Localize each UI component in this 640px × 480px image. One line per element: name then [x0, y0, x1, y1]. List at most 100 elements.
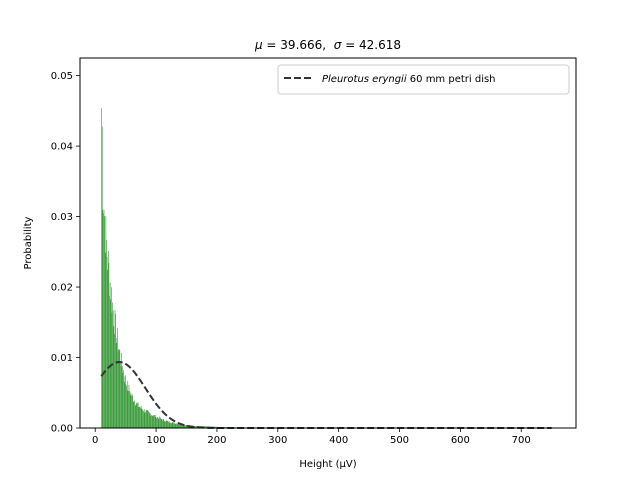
histogram-bar	[215, 426, 217, 428]
histogram-bar	[183, 425, 185, 428]
histogram-bar	[182, 424, 184, 428]
histogram-bar	[135, 405, 136, 428]
histogram-bar	[127, 381, 129, 428]
histogram-bar	[109, 282, 111, 428]
histogram-bar	[121, 352, 122, 428]
histogram-bar	[116, 337, 118, 428]
histogram-bar	[134, 400, 135, 428]
histogram-bar	[170, 422, 172, 428]
histogram-bar	[173, 422, 174, 428]
histogram-bar	[171, 423, 172, 428]
title-sigma-value: = 42.618	[341, 38, 401, 52]
histogram-bar	[133, 401, 135, 428]
y-axis-label: Probability	[23, 216, 34, 269]
histogram-bar	[167, 420, 168, 428]
histogram-bar	[176, 424, 178, 428]
x-tick-label: 100	[147, 435, 166, 446]
histogram-bar	[177, 424, 179, 428]
histogram-bar	[118, 349, 120, 428]
histogram-bar	[112, 310, 114, 428]
plot-frame	[79, 57, 577, 429]
histogram-bar	[185, 425, 186, 428]
histogram-bar	[205, 426, 206, 428]
histogram-bar	[102, 209, 104, 428]
histogram-bar	[130, 392, 132, 428]
histogram-bar	[152, 416, 154, 428]
histogram-bar	[132, 395, 133, 428]
histogram-bar	[156, 418, 157, 428]
title-mu-value: = 39.666,	[263, 38, 334, 52]
histogram-bar	[103, 213, 104, 428]
histogram-bar	[120, 361, 121, 428]
histogram-bar	[181, 425, 182, 428]
histogram-bar	[169, 422, 171, 428]
histogram-bar	[196, 426, 198, 428]
histogram-bar	[123, 376, 125, 428]
histogram-bar	[121, 366, 123, 428]
histogram-bar	[184, 425, 186, 428]
histogram-bar	[106, 256, 108, 428]
histogram-bar	[129, 394, 131, 428]
histogram-bar	[181, 424, 183, 428]
histogram-bar	[164, 421, 166, 428]
histogram-bar	[171, 422, 173, 428]
histogram-bar	[167, 420, 169, 428]
histogram-bar	[157, 417, 159, 428]
x-tick-label: 700	[512, 435, 531, 446]
histogram-bar	[175, 423, 177, 428]
histogram-bar	[117, 327, 118, 428]
histogram-bar	[114, 309, 116, 428]
histogram-bar	[101, 126, 103, 428]
y-tick-label: 0.01	[51, 353, 73, 364]
histogram-bar	[122, 372, 124, 428]
histogram-bar	[195, 425, 197, 428]
histogram-bar	[140, 407, 141, 428]
histogram-bar	[204, 426, 206, 428]
y-tick-label: 0.05	[51, 71, 73, 82]
y-axis-ticks: 0.00 0.01 0.02 0.03 0.04 0.05	[51, 71, 80, 435]
histogram-bar	[194, 426, 196, 428]
histogram-bar	[176, 423, 177, 428]
histogram-bar	[118, 348, 119, 428]
histogram-bar	[145, 412, 146, 428]
legend-entry-text: Pleurotus eryngii 60 mm petri dish	[322, 74, 496, 85]
histogram-bar	[205, 426, 207, 428]
histogram-bar	[158, 419, 160, 428]
histogram-bar	[123, 370, 124, 428]
histogram-bar	[146, 410, 147, 428]
histogram-bar	[173, 423, 175, 428]
histogram-bar	[141, 408, 143, 428]
histogram-bar	[126, 385, 127, 428]
histogram-bar	[143, 411, 144, 428]
histogram-bar	[178, 424, 180, 428]
histogram-bar	[163, 420, 165, 428]
histogram-bar	[159, 418, 161, 428]
histogram-bar	[215, 426, 216, 428]
histogram-bar	[213, 426, 215, 428]
histogram-bar	[119, 350, 121, 428]
histogram-bar	[161, 419, 163, 428]
histogram-bar	[154, 416, 156, 428]
histogram-bar	[154, 415, 155, 428]
histogram-bar	[174, 423, 175, 428]
histogram-bar	[115, 343, 117, 428]
histogram-bar	[165, 420, 167, 428]
histogram-bar	[139, 406, 140, 428]
x-tick-label: 0	[92, 435, 98, 446]
histogram-bar	[139, 406, 141, 428]
histogram-bar	[185, 424, 187, 428]
histogram-bar	[110, 299, 112, 428]
histogram-bar	[163, 419, 164, 428]
histogram-bar	[160, 417, 161, 428]
histogram-bar	[162, 419, 164, 428]
histogram-bar	[111, 312, 113, 428]
histogram-bar	[113, 326, 115, 428]
histogram-bar	[136, 402, 138, 428]
histogram-bar	[148, 411, 149, 428]
histogram-bar	[104, 216, 105, 428]
histogram-bar	[160, 418, 162, 428]
histogram-bar	[162, 420, 163, 428]
y-tick-label: 0.00	[51, 424, 73, 435]
histogram-bar	[144, 412, 146, 428]
